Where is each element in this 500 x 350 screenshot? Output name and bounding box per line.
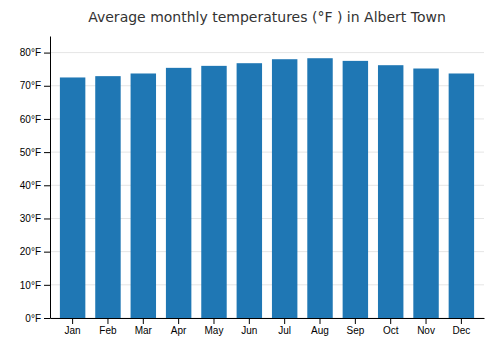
chart-container: 0°F 10°F 20°F 30°F 40°F 50°F 60°F 70°F 80°F Jan Fe…	[0, 0, 500, 350]
y-tick-label: 70°F	[20, 80, 41, 91]
bars	[60, 58, 474, 318]
bar	[95, 76, 120, 318]
bar	[166, 68, 191, 318]
x-tick: Mar	[135, 318, 153, 336]
x-axis-line	[51, 318, 485, 319]
bar	[60, 77, 85, 318]
bar	[449, 73, 474, 318]
y-tick: 50°F	[20, 147, 50, 158]
y-axis-line	[50, 37, 51, 319]
x-tick: Nov	[417, 318, 435, 336]
x-tick-label: Jun	[241, 325, 257, 336]
bar	[237, 63, 262, 318]
x-tick: Aug	[311, 318, 329, 336]
y-tick: 70°F	[20, 80, 50, 91]
y-tick-label: 80°F	[20, 47, 41, 58]
x-tick-label: Jul	[278, 325, 291, 336]
y-axis: 0°F 10°F 20°F 30°F 40°F 50°F 60°F 70°F 80°F	[20, 37, 51, 324]
y-tick: 20°F	[20, 246, 50, 257]
x-tick-label: Jan	[65, 325, 81, 336]
grid	[50, 53, 484, 318]
x-tick: Apr	[171, 318, 187, 336]
y-tick-mark	[44, 86, 50, 87]
y-tick-mark	[44, 185, 50, 186]
y-tick-label: 30°F	[20, 213, 41, 224]
x-tick: Feb	[99, 318, 117, 336]
y-tick-label: 20°F	[20, 246, 41, 257]
chart-svg: 0°F 10°F 20°F 30°F 40°F 50°F 60°F 70°F 80°F Jan Fe…	[0, 0, 500, 350]
x-tick: Jan	[65, 318, 81, 336]
x-tick-mark	[355, 318, 356, 324]
x-tick: Oct	[383, 318, 399, 336]
y-tick-mark	[44, 318, 50, 319]
x-tick-mark	[213, 318, 214, 324]
x-tick-label: Mar	[135, 325, 153, 336]
x-tick-label: Sep	[346, 325, 364, 336]
bar	[201, 66, 226, 318]
y-tick-mark	[44, 218, 50, 219]
x-tick: Jun	[241, 318, 257, 336]
x-tick-label: Dec	[452, 325, 470, 336]
y-tick: 40°F	[20, 180, 50, 191]
x-tick-label: Feb	[99, 325, 117, 336]
x-tick-mark	[461, 318, 462, 324]
x-tick-label: Apr	[171, 325, 187, 336]
x-tick-mark	[284, 318, 285, 324]
plot-area: 0°F 10°F 20°F 30°F 40°F 50°F 60°F 70°F 80°F Jan Fe…	[20, 37, 485, 337]
grid-line	[50, 52, 484, 53]
x-tick-mark	[72, 318, 73, 324]
x-tick-label: Aug	[311, 325, 329, 336]
x-tick-label: Nov	[417, 325, 435, 336]
bar	[131, 73, 156, 318]
x-tick: Sep	[346, 318, 364, 336]
bar	[413, 69, 438, 318]
bar	[307, 58, 332, 318]
y-tick-label: 50°F	[20, 147, 41, 158]
title: Average monthly temperatures (°F ) in Al…	[88, 9, 446, 25]
y-tick-label: 60°F	[20, 114, 41, 125]
y-tick: 60°F	[20, 114, 50, 125]
x-tick-mark	[320, 318, 321, 324]
x-tick-mark	[249, 318, 250, 324]
y-tick: 0°F	[25, 313, 50, 324]
y-tick: 10°F	[20, 280, 50, 291]
y-tick-mark	[44, 252, 50, 253]
x-axis: Jan Feb Mar Apr May Jun Jul Aug Sep Oct Nov Dec	[51, 318, 485, 336]
x-tick-mark	[426, 318, 427, 324]
x-tick-mark	[390, 318, 391, 324]
x-tick-mark	[143, 318, 144, 324]
x-tick: May	[205, 318, 224, 336]
y-tick: 30°F	[20, 213, 50, 224]
x-tick-mark	[107, 318, 108, 324]
bar	[272, 59, 297, 318]
y-tick-mark	[44, 152, 50, 153]
x-tick-label: Oct	[383, 325, 399, 336]
y-tick-label: 0°F	[25, 313, 41, 324]
y-tick-label: 10°F	[20, 280, 41, 291]
bar	[343, 61, 368, 318]
y-tick: 80°F	[20, 47, 50, 58]
x-tick: Dec	[452, 318, 470, 336]
y-tick-mark	[44, 285, 50, 286]
bar	[378, 65, 403, 318]
x-tick-label: May	[205, 325, 224, 336]
y-tick-mark	[44, 53, 50, 54]
x-tick: Jul	[278, 318, 291, 336]
y-tick-label: 40°F	[20, 180, 41, 191]
x-tick-mark	[178, 318, 179, 324]
y-tick-mark	[44, 119, 50, 120]
